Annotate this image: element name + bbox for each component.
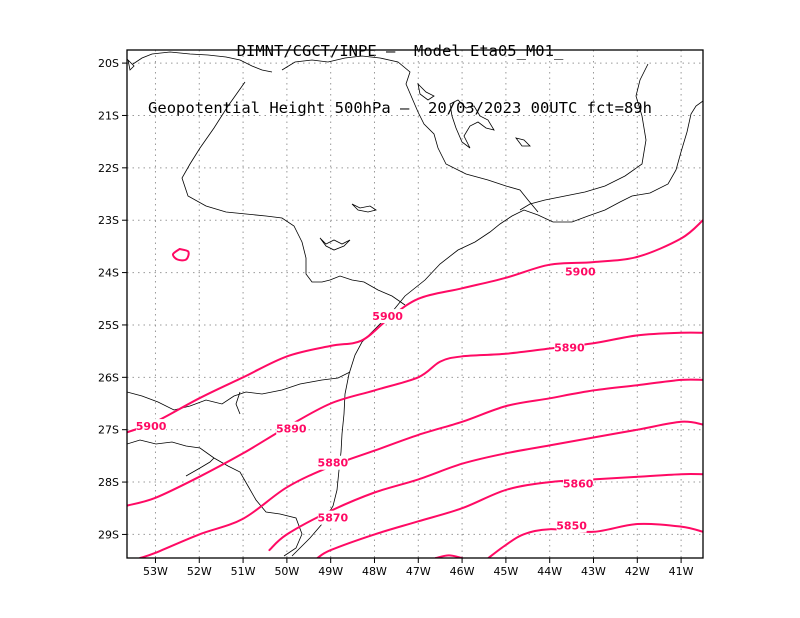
y-tick-label: 20S bbox=[98, 57, 119, 70]
contour-label: 5890 bbox=[554, 342, 585, 355]
lat-lon-grid bbox=[127, 50, 703, 558]
contour-5900 bbox=[171, 248, 190, 262]
x-tick-label: 44W bbox=[537, 565, 562, 578]
border-pr-arg bbox=[235, 391, 241, 415]
reservoir-4 bbox=[417, 82, 435, 101]
x-tick-label: 48W bbox=[362, 565, 387, 578]
height-contours bbox=[127, 219, 703, 558]
x-tick-label: 53W bbox=[143, 565, 168, 578]
contour-label: 5900 bbox=[372, 310, 403, 323]
contour-label-bg bbox=[556, 518, 587, 533]
y-tick-label: 27S bbox=[98, 424, 119, 437]
contour-label: 5850 bbox=[556, 520, 587, 533]
y-tick-label: 21S bbox=[98, 109, 119, 122]
contour-label: 5900 bbox=[136, 420, 167, 433]
contour-label: 5860 bbox=[563, 478, 594, 491]
contour-labels: 5900 5900 5900 5890 5890 5880 5870 5860 5850 bbox=[136, 264, 596, 533]
contour-label-bg bbox=[317, 455, 348, 470]
contour-5850 bbox=[487, 522, 703, 558]
contour-5860 bbox=[316, 473, 703, 558]
x-tick-label: 43W bbox=[581, 565, 606, 578]
y-tick-label: 22S bbox=[98, 162, 119, 175]
y-tick-label: 28S bbox=[98, 476, 119, 489]
reservoir-1 bbox=[319, 237, 351, 251]
y-tick-label: 23S bbox=[98, 214, 119, 227]
border-pr-sc bbox=[127, 371, 351, 411]
contour-label-bg bbox=[372, 309, 403, 324]
contour-label-bg bbox=[563, 476, 594, 491]
x-tick-label: 50W bbox=[274, 565, 299, 578]
contour-label-bg bbox=[565, 264, 596, 279]
border-ms-sp-pr bbox=[181, 81, 406, 306]
x-tick-label: 42W bbox=[625, 565, 650, 578]
contour-5900 bbox=[127, 219, 703, 434]
axis-ticks: 53W 52W 51W 50W 49W 48W 47W 46W 45W 44W 43W 42W 41W 2… bbox=[98, 57, 694, 578]
reservoir-2 bbox=[351, 203, 377, 213]
contour-label-bg bbox=[317, 510, 348, 525]
reservoir-5 bbox=[515, 137, 531, 147]
title-line-1: DIMNT/CGCT/INPE – Model Eta05_M01_ bbox=[236, 42, 564, 60]
contour-label: 5880 bbox=[318, 457, 349, 470]
y-tick-label: 26S bbox=[98, 371, 119, 384]
x-tick-label: 41W bbox=[669, 565, 694, 578]
map-frame bbox=[126, 49, 704, 559]
x-tick-label: 52W bbox=[187, 565, 212, 578]
x-tick-label: 51W bbox=[231, 565, 256, 578]
reservoir-3 bbox=[449, 99, 495, 149]
contour-label-bg bbox=[554, 340, 585, 355]
border-sc-arg bbox=[185, 457, 215, 477]
contour-label-bg bbox=[276, 421, 307, 436]
contour-5890 bbox=[127, 331, 703, 507]
y-tick-label: 25S bbox=[98, 319, 119, 332]
contour-label: 5890 bbox=[276, 423, 307, 436]
x-tick-label: 45W bbox=[493, 565, 518, 578]
border-sc-rs bbox=[127, 439, 303, 557]
x-tick-label: 47W bbox=[406, 565, 431, 578]
border-mg-rj-es bbox=[519, 63, 649, 211]
contour-5880 bbox=[139, 378, 703, 558]
x-tick-label: 46W bbox=[450, 565, 475, 578]
border-ms-mg bbox=[132, 51, 273, 73]
contour-5850 bbox=[434, 554, 464, 558]
y-tick-label: 29S bbox=[98, 528, 119, 541]
border-mg-sp bbox=[281, 55, 539, 213]
contour-label: 5870 bbox=[318, 512, 349, 525]
x-tick-label: 49W bbox=[318, 565, 343, 578]
reservoir-6 bbox=[127, 58, 135, 71]
contour-label-bg bbox=[136, 419, 167, 434]
contour-label: 5900 bbox=[565, 266, 596, 279]
contour-5870 bbox=[268, 420, 703, 552]
y-tick-label: 24S bbox=[98, 267, 119, 280]
coastline bbox=[291, 100, 703, 557]
